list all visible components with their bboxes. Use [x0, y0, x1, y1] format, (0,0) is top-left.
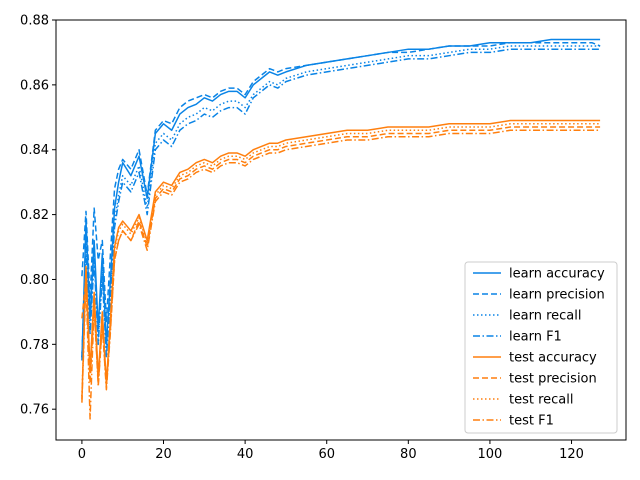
series-line-test-recall	[81, 123, 601, 397]
series-line-learn-precision	[81, 41, 601, 323]
y-tick-label: 0.86	[20, 78, 49, 93]
legend-label: learn F1	[509, 330, 562, 345]
legend: learn accuracy learn precision learn recal…	[464, 261, 618, 434]
series-line-learn-recall	[81, 45, 601, 358]
x-tick-label: 60	[318, 447, 335, 462]
legend-label: test recall	[509, 393, 574, 408]
x-tick-label: 20	[155, 447, 172, 462]
series-layer	[81, 38, 601, 420]
y-tick-label: 0.80	[20, 273, 49, 288]
x-tick-label: 80	[400, 447, 417, 462]
y-tick-label: 0.78	[20, 338, 49, 353]
y-tick-label: 0.88	[20, 14, 49, 29]
y-tick-label: 0.84	[20, 143, 49, 158]
x-tick-label: 0	[78, 447, 86, 462]
legend-label: test accuracy	[509, 351, 597, 366]
x-tick-label: 120	[559, 447, 584, 462]
y-tick-label: 0.82	[20, 208, 49, 223]
x-tick-label: 40	[237, 447, 254, 462]
legend-label: learn accuracy	[509, 267, 605, 282]
x-axis: 0 20 40 60 80 100 120	[78, 440, 584, 462]
legend-box	[464, 261, 618, 434]
series-line-learn-f1	[81, 48, 601, 359]
y-axis: 0.76 0.78 0.80 0.82 0.84 0.86 0.88	[20, 14, 56, 418]
legend-label: test precision	[509, 372, 597, 387]
legend-label: learn recall	[509, 309, 581, 324]
legend-label: learn precision	[509, 288, 605, 303]
legend-label: test F1	[509, 414, 554, 429]
plot-frame	[55, 19, 627, 441]
series-line-test-f1	[81, 129, 601, 420]
y-tick-label: 0.76	[20, 403, 49, 418]
x-tick-label: 100	[478, 447, 503, 462]
